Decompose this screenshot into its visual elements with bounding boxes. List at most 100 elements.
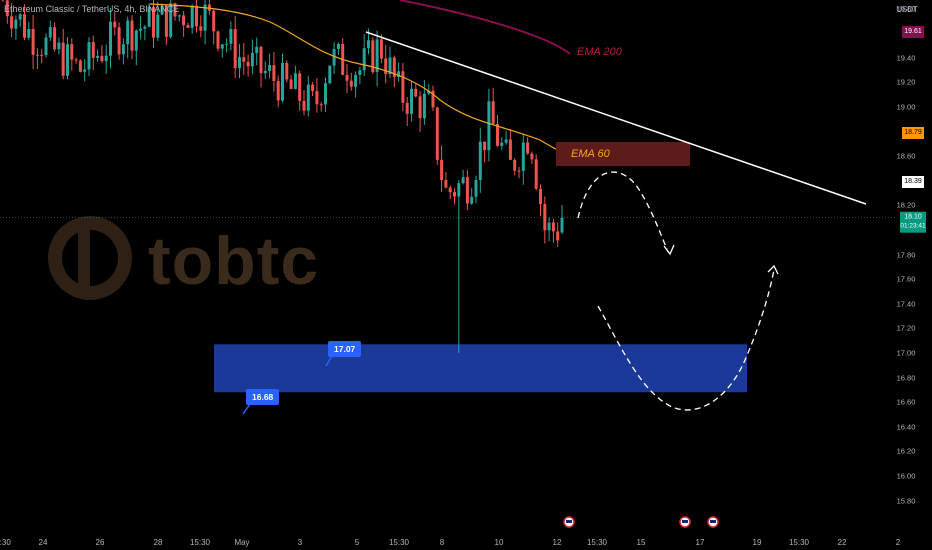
candle-body xyxy=(379,39,383,59)
time-tick-label: 2 xyxy=(895,538,901,547)
candle-body xyxy=(324,83,327,105)
time-tick-label: 12 xyxy=(552,538,562,547)
candle-body xyxy=(177,15,181,17)
candle-body xyxy=(48,27,52,38)
candle-body xyxy=(315,90,319,105)
time-tick-label: 19 xyxy=(752,538,762,547)
candle-body xyxy=(474,179,478,197)
candle-body xyxy=(10,16,14,29)
candle-body xyxy=(418,96,422,119)
candle-body xyxy=(173,3,177,17)
event-flag-icon-band xyxy=(682,520,688,523)
projection-up-down xyxy=(577,171,669,253)
price-tick-label: 16.20 xyxy=(896,446,916,456)
candle-body xyxy=(371,40,375,73)
candle-body xyxy=(18,14,22,20)
candle-body xyxy=(414,88,418,97)
time-tick-label: 26 xyxy=(95,538,105,547)
candle-body xyxy=(242,57,246,62)
callout-pointer-16-68 xyxy=(242,403,251,415)
ema200-price: 19.61 xyxy=(902,25,924,38)
candle-body xyxy=(113,21,117,28)
price-tick-label: 19.00 xyxy=(896,102,916,112)
event-flag-icon-band xyxy=(566,520,572,523)
candle-body xyxy=(358,70,362,75)
candle-body xyxy=(384,58,388,75)
candle-body xyxy=(57,42,61,50)
candle-body xyxy=(70,44,74,60)
candle-body xyxy=(530,153,534,160)
time-tick-label: 22 xyxy=(837,538,847,547)
candle-body xyxy=(405,102,409,114)
symbol-title: Ethereum Classic / TetherUS, 4h, BINANCE xyxy=(4,4,180,14)
candle-body xyxy=(457,183,461,197)
price-tick-label: 17.00 xyxy=(896,348,916,358)
candle-body xyxy=(186,25,190,28)
candle-body xyxy=(160,5,164,15)
candle-body xyxy=(427,90,431,94)
price-tick-label: 17.20 xyxy=(896,323,916,333)
price-tick-label: 16.80 xyxy=(896,373,916,382)
candle-body xyxy=(401,71,405,103)
time-tick-label: 8 xyxy=(439,538,445,547)
candle-body xyxy=(109,21,112,56)
candle-body xyxy=(147,7,151,27)
time-tick-label: 5 xyxy=(354,538,360,547)
ema60-line xyxy=(149,3,571,157)
candle-body xyxy=(281,62,284,101)
annotation-16-68[interactable]: 16.68 xyxy=(246,389,280,405)
candle-body xyxy=(470,196,474,204)
candle-body xyxy=(268,65,272,71)
candle-body xyxy=(547,222,551,231)
candle-body xyxy=(238,57,241,69)
countdown-label: 01:23:41 xyxy=(900,222,926,230)
candle-body xyxy=(332,48,336,66)
ema60-label: EMA 60 xyxy=(571,148,610,160)
candle-body xyxy=(560,217,564,233)
trendline xyxy=(365,31,867,205)
candle-body xyxy=(478,141,482,180)
candle-body xyxy=(233,29,237,69)
candle-body xyxy=(96,55,100,58)
time-tick-label: 15:30 xyxy=(586,538,608,547)
event-flag-icon-band xyxy=(710,520,716,523)
candle-body xyxy=(31,29,35,55)
candle-body xyxy=(272,65,276,81)
candle-body xyxy=(225,43,229,45)
candle-body xyxy=(543,204,547,231)
candle-body xyxy=(134,30,138,51)
price-tick-label: 18.60 xyxy=(896,151,916,161)
candle-body xyxy=(152,7,155,38)
candle-body xyxy=(23,14,26,38)
ema60-price: 18.79 xyxy=(902,126,924,139)
candle-body xyxy=(461,177,465,184)
time-tick-label: 24 xyxy=(38,538,48,547)
candle-body xyxy=(216,31,220,49)
time-tick-label: May xyxy=(234,538,250,547)
candle-body xyxy=(444,180,448,188)
candle-body xyxy=(306,84,310,111)
candle-body xyxy=(143,26,147,29)
candle-body xyxy=(319,104,323,106)
candle-body xyxy=(246,61,250,67)
time-tick-label: 15:30 xyxy=(388,538,410,547)
candle-body xyxy=(556,231,560,241)
candle-body xyxy=(255,46,259,53)
time-tick-label: 15 xyxy=(636,538,646,547)
candle-body xyxy=(121,44,125,55)
candle-body xyxy=(27,29,31,38)
projection-u-curve xyxy=(597,269,775,411)
ema200-label: EMA 200 xyxy=(577,46,622,58)
annotation-17-07[interactable]: 17.07 xyxy=(328,341,362,357)
candle-body xyxy=(448,187,452,193)
candle-body xyxy=(207,4,211,11)
candle-body xyxy=(465,177,469,204)
candle-body xyxy=(534,159,538,189)
candle-body xyxy=(5,0,9,17)
price-tick-label: 17.80 xyxy=(896,250,916,259)
ema200-line xyxy=(399,0,571,55)
time-tick-label: 15:30 xyxy=(189,538,211,547)
projection-arrowhead-2 xyxy=(767,264,779,275)
